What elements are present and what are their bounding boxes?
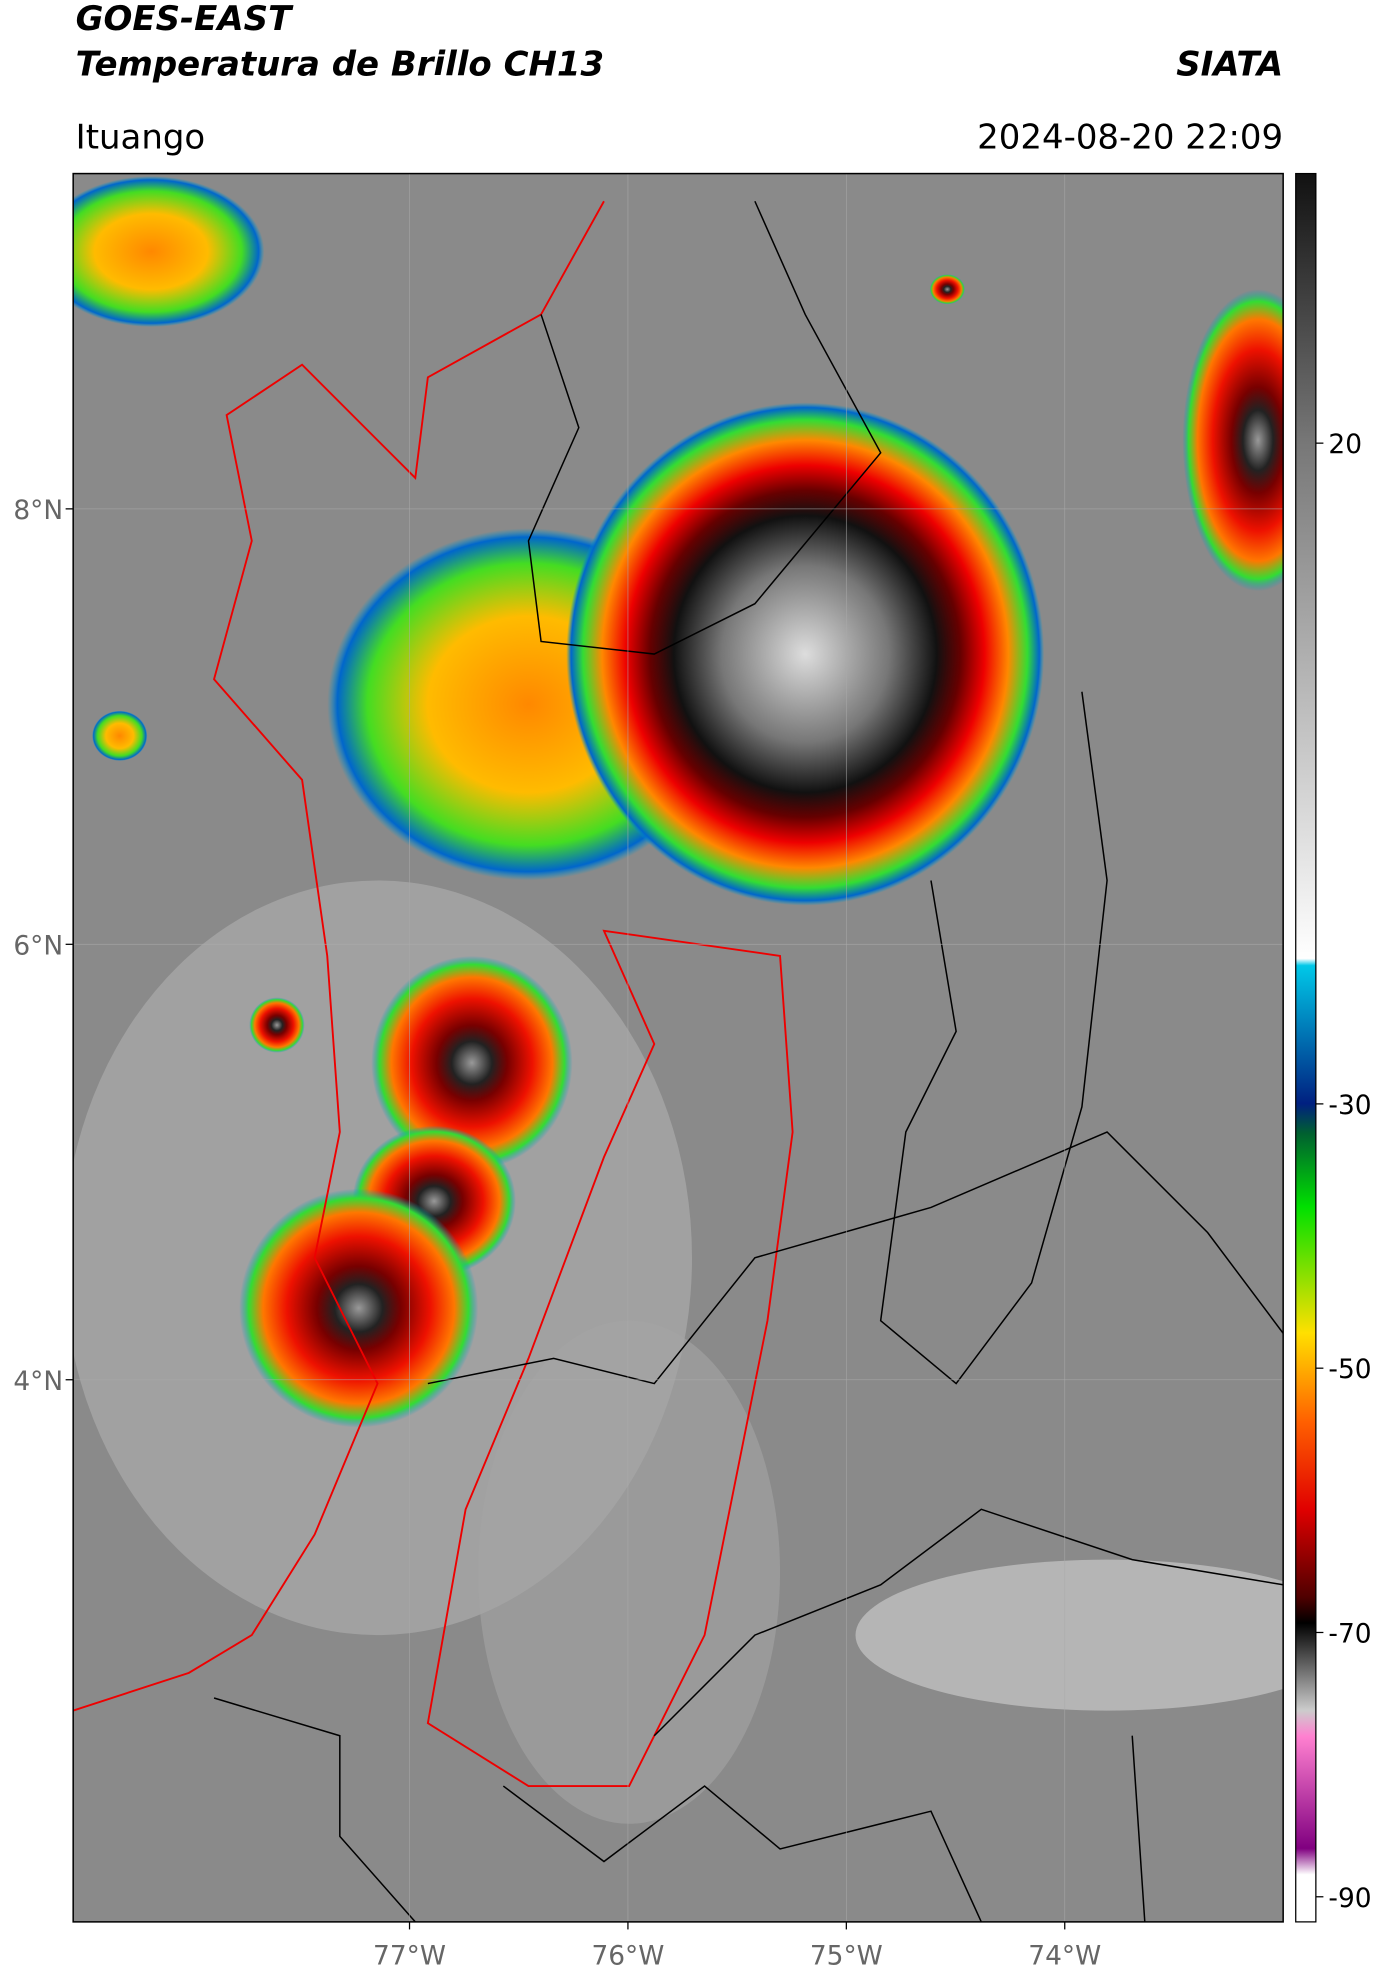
subtitle: Temperatura de Brillo CH13 bbox=[76, 44, 604, 84]
lon-tick-label: 75°W bbox=[810, 1941, 883, 1972]
colorbar-tick-label: -50 bbox=[1328, 1354, 1371, 1385]
location: Ituango bbox=[76, 117, 206, 157]
lat-tick-label: 8°N bbox=[13, 495, 63, 526]
map-image bbox=[73, 173, 1284, 1922]
title: GOES-EAST bbox=[76, 0, 294, 39]
colorbar bbox=[1295, 172, 1317, 1923]
lat-tick-label: 4°N bbox=[13, 1366, 63, 1397]
lat-tick-label: 6°N bbox=[13, 930, 63, 961]
colorbar-tick-label: -90 bbox=[1328, 1883, 1371, 1914]
map-frame bbox=[72, 172, 1284, 1923]
datetime: 2024-08-20 22:09 bbox=[977, 117, 1283, 157]
colorbar-tick-label: -30 bbox=[1328, 1090, 1371, 1121]
colorbar-tick-label: 20 bbox=[1328, 429, 1362, 460]
lon-tick-label: 77°W bbox=[373, 1941, 446, 1972]
lon-tick-label: 76°W bbox=[591, 1941, 664, 1972]
lon-tick-label: 74°W bbox=[1028, 1941, 1101, 1972]
organization: SIATA bbox=[1176, 44, 1283, 84]
colorbar-tick-label: -70 bbox=[1328, 1619, 1371, 1650]
